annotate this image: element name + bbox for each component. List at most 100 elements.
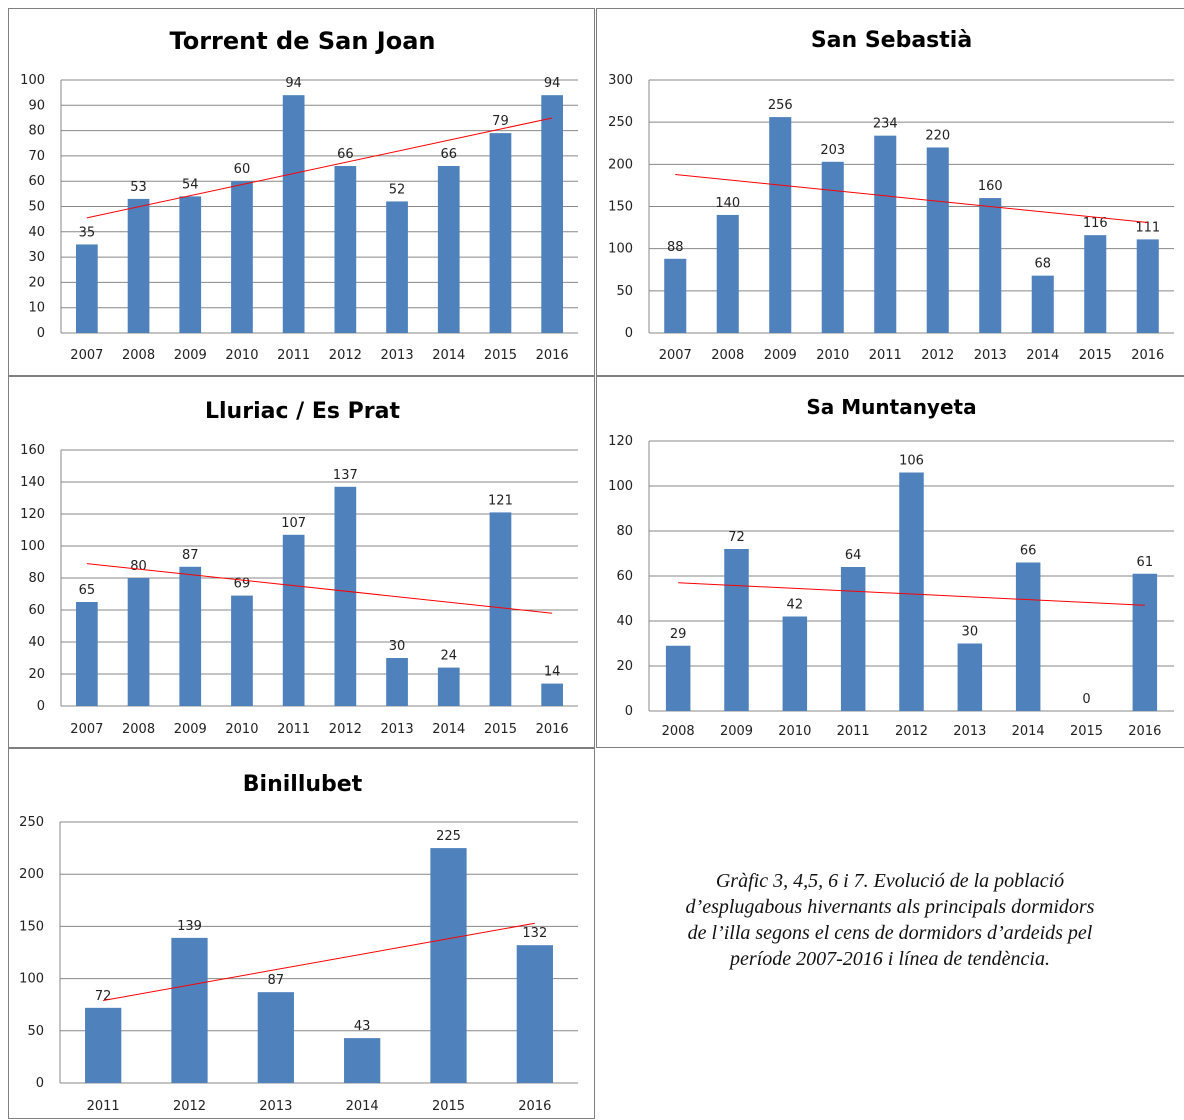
trend-line	[86, 563, 553, 614]
chart-panel-torrent-de-san-joan: Torrent de San Joan 0 10 20 30 40 50 60 70 80 90 10…	[8, 8, 595, 376]
y-tick-label: 100	[608, 479, 633, 494]
x-tick-label: 2013	[381, 348, 414, 363]
y-tick-label: 200	[608, 157, 633, 172]
trend-line	[103, 922, 535, 1002]
bar-2009	[179, 566, 202, 706]
bar-2012	[334, 166, 357, 333]
bar-2007	[75, 244, 98, 333]
chart-svg: San Sebastià 0 50 100 150 200 250 300 88 2007 140 2…	[608, 28, 1174, 363]
chart-svg: Lluriac / Es Prat 0 20 40 60 80 100 120 140 160 65…	[20, 399, 578, 737]
data-label-2013: 52	[389, 182, 406, 197]
y-tick-label: 150	[19, 919, 44, 934]
x-tick-label: 2008	[662, 724, 695, 739]
y-tick-label: 40	[616, 614, 633, 629]
x-tick-label: 2008	[122, 722, 155, 737]
y-tick-label: 140	[20, 475, 45, 490]
bar-2012	[899, 472, 924, 711]
data-label-2009: 87	[182, 548, 199, 563]
data-label-2010: 69	[234, 577, 251, 592]
y-tick-label: 60	[616, 569, 633, 584]
bar-2007	[75, 602, 98, 706]
chart-svg: Sa Muntanyeta 0 20 40 60 80 100 120 29 2008 72 2009…	[608, 395, 1174, 739]
x-tick-label: 2011	[277, 348, 310, 363]
y-tick-label: 70	[28, 149, 45, 164]
bar-2011	[282, 95, 305, 334]
x-tick-label: 2013	[381, 722, 414, 737]
y-tick-label: 0	[37, 699, 45, 714]
data-label-2015: 79	[492, 114, 509, 129]
x-tick-label: 2012	[921, 348, 954, 363]
x-tick-label: 2015	[1079, 348, 1112, 363]
x-tick-label: 2015	[432, 1099, 465, 1114]
chart-title: Sa Muntanyeta	[806, 395, 976, 419]
x-tick-label: 2007	[659, 348, 692, 363]
bar-2016	[1132, 573, 1158, 711]
data-label-2008: 80	[130, 559, 147, 574]
data-label-2007: 65	[79, 583, 96, 598]
data-label-2014: 66	[440, 147, 457, 162]
chart-panel-sa-muntanyeta: Sa Muntanyeta 0 20 40 60 80 100 120 29 2008 72 2009…	[596, 376, 1184, 748]
data-label-2014: 68	[1034, 257, 1051, 272]
bar-2012	[171, 937, 208, 1083]
data-label-2008: 140	[715, 196, 740, 211]
chart-panel-san-sebastia: San Sebastià 0 50 100 150 200 250 300 88 2007 140 2…	[596, 8, 1184, 376]
x-tick-label: 2012	[329, 722, 362, 737]
data-label-2016: 111	[1135, 220, 1160, 235]
y-tick-label: 200	[19, 867, 44, 882]
data-label-2011: 107	[281, 516, 306, 531]
x-tick-label: 2007	[70, 348, 103, 363]
data-label-2012: 137	[333, 468, 358, 483]
y-tick-label: 30	[28, 250, 45, 265]
x-tick-label: 2013	[953, 724, 986, 739]
x-tick-label: 2012	[329, 348, 362, 363]
x-tick-label: 2010	[225, 348, 258, 363]
bar-2015	[489, 512, 512, 706]
y-tick-label: 0	[37, 326, 45, 341]
trend-line	[86, 117, 553, 219]
data-label-2010: 203	[820, 143, 845, 158]
chart-title: Binillubet	[243, 772, 363, 797]
x-tick-label: 2008	[122, 348, 155, 363]
x-tick-label: 2016	[536, 348, 569, 363]
x-tick-label: 2014	[1012, 724, 1045, 739]
data-label-2015: 116	[1083, 216, 1108, 231]
data-label-2011: 72	[95, 989, 112, 1004]
bar-2013	[257, 992, 294, 1083]
data-label-2011: 64	[845, 548, 862, 563]
data-label-2013: 160	[978, 179, 1003, 194]
data-label-2011: 94	[285, 76, 302, 91]
x-tick-label: 2010	[816, 348, 849, 363]
bar-2013	[979, 198, 1002, 333]
chart-panel-lluriac-es-prat: Lluriac / Es Prat 0 20 40 60 80 100 120 140 160 65…	[8, 376, 595, 748]
data-label-2009: 72	[728, 530, 745, 545]
data-label-2016: 94	[544, 76, 561, 91]
trend-line	[675, 173, 1148, 224]
x-tick-label: 2012	[895, 724, 928, 739]
data-label-2007: 88	[667, 240, 684, 255]
y-tick-label: 160	[20, 443, 45, 458]
chart-title: Torrent de San Joan	[170, 27, 436, 55]
data-label-2009: 256	[768, 98, 793, 113]
y-tick-label: 20	[616, 659, 633, 674]
y-tick-label: 20	[28, 667, 45, 682]
data-label-2015: 121	[488, 493, 513, 508]
y-tick-label: 60	[28, 174, 45, 189]
x-tick-label: 2015	[1070, 724, 1103, 739]
chart-svg: Binillubet 0 50 100 150 200 250 72 2011 139 2012 87…	[19, 772, 578, 1114]
bar-2016	[541, 683, 564, 706]
chart-svg: Torrent de San Joan 0 10 20 30 40 50 60 70 80 90 10…	[20, 27, 578, 363]
y-tick-label: 80	[616, 524, 633, 539]
y-tick-label: 100	[19, 972, 44, 987]
y-tick-label: 10	[28, 301, 45, 316]
y-tick-label: 250	[608, 115, 633, 130]
x-tick-label: 2014	[432, 348, 465, 363]
x-tick-label: 2013	[974, 348, 1007, 363]
bar-2013	[957, 643, 983, 711]
y-tick-label: 120	[608, 434, 633, 449]
bar-2008	[127, 198, 150, 333]
x-tick-label: 2010	[778, 724, 811, 739]
x-tick-label: 2016	[536, 722, 569, 737]
bar-2013	[386, 658, 408, 706]
y-tick-label: 250	[19, 815, 44, 830]
data-label-2007: 35	[79, 225, 96, 240]
